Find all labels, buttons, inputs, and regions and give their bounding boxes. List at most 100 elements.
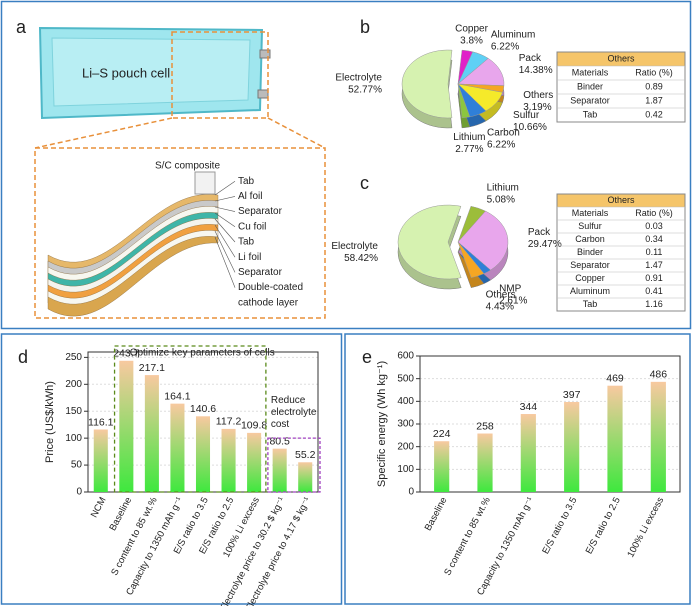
table-frame xyxy=(556,193,686,312)
table-cell: 0.91 xyxy=(645,273,663,283)
layer-label: S/C composite xyxy=(155,161,220,172)
slice-label: Pack xyxy=(528,227,551,238)
slice-label: Electrolyte xyxy=(331,241,378,252)
slice-value: 4.43% xyxy=(486,301,514,312)
tab xyxy=(194,171,216,195)
slice-value: 6.22% xyxy=(491,41,519,52)
panel-frame xyxy=(344,333,691,605)
slice-value: 58.42% xyxy=(344,253,378,264)
zoom-line xyxy=(267,117,326,149)
x-tick-label: Baseline xyxy=(107,495,134,532)
table-cell: Separator xyxy=(570,260,610,270)
value-label: 224 xyxy=(433,428,451,440)
x-tick-label: NCM xyxy=(89,495,109,519)
x-tick-label: E/S ratio to 3.5 xyxy=(540,495,579,556)
bar xyxy=(221,428,236,492)
cell-label: Li–S pouch cell xyxy=(82,65,170,80)
table-cell: Sulfur xyxy=(578,221,602,231)
leader-line xyxy=(214,218,236,243)
layer-label: Separator xyxy=(238,267,283,278)
y-tick-label: 250 xyxy=(65,352,82,363)
table-cell: Copper xyxy=(575,273,605,283)
bar xyxy=(564,402,580,492)
value-label: 397 xyxy=(563,389,581,401)
slice-label: Lithium xyxy=(453,132,485,143)
slice xyxy=(457,210,509,271)
layer-label: Tab xyxy=(238,176,255,187)
y-axis-label: Price (US$/kWh) xyxy=(44,381,56,463)
value-label: 486 xyxy=(650,369,668,381)
table-column: Ratio (%) xyxy=(635,67,673,77)
y-tick-label: 100 xyxy=(65,433,82,444)
value-label: 55.2 xyxy=(295,449,316,461)
bar xyxy=(247,432,262,492)
y-tick-label: 50 xyxy=(71,460,83,471)
table-cell: 0.34 xyxy=(645,234,663,244)
layer-label: Tab xyxy=(238,237,255,248)
y-tick-label: 500 xyxy=(397,373,414,384)
slice-value: 10.66% xyxy=(513,122,547,133)
slice-value: 29.47% xyxy=(528,239,562,250)
table-cell: 0.41 xyxy=(645,286,663,296)
slice-label: Carbon xyxy=(487,128,520,139)
table-cell: 1.16 xyxy=(645,299,663,309)
panel-frame xyxy=(0,333,343,605)
slice-value: 52.77% xyxy=(348,85,382,96)
annotation: Optimize key parameters of cells xyxy=(130,348,275,359)
table-column: Ratio (%) xyxy=(635,208,673,218)
x-tick-label: 100% Li excess xyxy=(625,495,666,559)
highlight-box xyxy=(267,437,321,493)
zoom-line xyxy=(34,117,173,149)
layer-stack xyxy=(47,194,219,317)
value-label: 80.5 xyxy=(269,435,290,447)
table-column: Materials xyxy=(572,208,609,218)
y-tick-label: 150 xyxy=(65,406,82,417)
table-cell: Separator xyxy=(570,95,610,105)
highlight-box xyxy=(113,345,267,493)
slice xyxy=(457,83,471,119)
leader-line xyxy=(214,224,236,258)
table-cell: 0.42 xyxy=(645,109,663,119)
layer-label: Li foil xyxy=(238,252,261,263)
value-label: 258 xyxy=(476,420,494,432)
annotation: electrolyte xyxy=(271,407,317,418)
leader-line xyxy=(214,236,236,288)
value-label: 140.6 xyxy=(190,403,216,415)
leader-line xyxy=(214,196,236,202)
table-cell: Binder xyxy=(577,81,603,91)
slice-label: Others xyxy=(523,90,553,101)
slice-value: 2.77% xyxy=(455,144,483,155)
table-cell: Carbon xyxy=(575,234,605,244)
y-tick-label: 300 xyxy=(397,419,414,430)
x-tick-label: E/S ratio to 2.5 xyxy=(584,495,623,556)
slice xyxy=(397,204,462,280)
table-title: Others xyxy=(607,195,635,205)
y-tick-label: 200 xyxy=(397,441,414,452)
leader-line xyxy=(214,206,236,212)
annotation: Reduce xyxy=(271,395,306,406)
slice xyxy=(401,49,453,119)
y-tick-label: 200 xyxy=(65,379,82,390)
layer-labels: S/C composite Tab Al foil Separator Cu foil T… xyxy=(155,161,303,309)
slice-value: 3.19% xyxy=(523,102,551,113)
bar xyxy=(434,441,450,492)
bar xyxy=(144,375,159,492)
x-tick-label: S content to 85 wt.% xyxy=(109,495,160,578)
layer-label: Separator xyxy=(238,206,283,217)
panel-letter: a xyxy=(16,17,27,37)
slice-label: Lithium xyxy=(487,182,519,193)
panel-letter: c xyxy=(360,173,369,193)
slice-value: 5.08% xyxy=(487,194,515,205)
pouch-inner xyxy=(51,37,251,107)
leader-line xyxy=(214,212,236,228)
slice-label: Aluminum xyxy=(491,29,535,40)
slice-label: Copper xyxy=(455,24,488,35)
value-label: 116.1 xyxy=(88,416,114,428)
bar xyxy=(607,385,623,492)
slice-value: 2.61% xyxy=(499,296,527,307)
bar xyxy=(477,433,493,492)
layer xyxy=(47,236,219,317)
panel-letter: e xyxy=(362,347,372,367)
leader-line xyxy=(214,180,236,196)
